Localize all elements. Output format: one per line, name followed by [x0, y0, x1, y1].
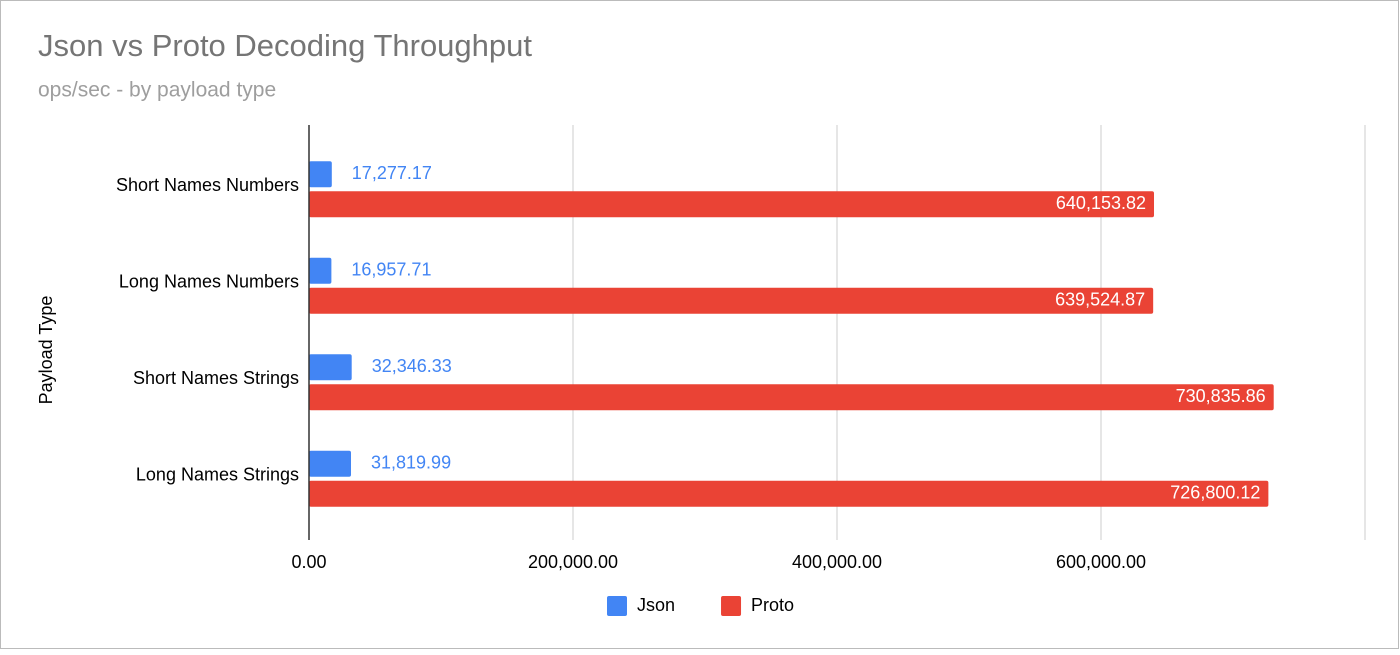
bar — [309, 161, 332, 188]
bar — [309, 480, 1269, 507]
y-tick-label: Short Names Numbers — [116, 175, 299, 195]
legend-swatch — [721, 596, 742, 616]
bar — [309, 354, 352, 381]
x-tick-label: 600,000.00 — [1056, 552, 1146, 572]
bar — [309, 384, 1274, 411]
legend-swatch — [607, 596, 627, 616]
bar — [309, 257, 332, 284]
data-label: 730,835.86 — [1176, 386, 1266, 406]
bar — [309, 287, 1154, 314]
data-label: 639,524.87 — [1055, 290, 1145, 310]
y-axis-title: Payload Type — [36, 296, 56, 405]
bar — [309, 450, 352, 477]
x-tick-label: 0.00 — [291, 552, 326, 572]
x-tick-label: 400,000.00 — [792, 552, 882, 572]
y-tick-label: Long Names Numbers — [119, 272, 299, 292]
x-tick-label: 200,000.00 — [528, 552, 618, 572]
data-label: 726,800.12 — [1170, 483, 1260, 503]
y-tick-label: Long Names Strings — [136, 465, 299, 485]
data-label: 31,819.99 — [371, 453, 451, 473]
data-label: 640,153.82 — [1056, 193, 1146, 213]
legend-label: Json — [637, 595, 675, 615]
chart-subtitle: ops/sec - by payload type — [38, 79, 276, 102]
data-label: 32,346.33 — [372, 356, 452, 376]
legend-label: Proto — [751, 595, 794, 615]
data-label: 16,957.71 — [351, 260, 431, 280]
y-tick-label: Short Names Strings — [133, 368, 299, 388]
bar — [309, 191, 1155, 218]
chart-title: Json vs Proto Decoding Throughput — [38, 28, 532, 63]
data-label: 17,277.17 — [352, 163, 432, 183]
